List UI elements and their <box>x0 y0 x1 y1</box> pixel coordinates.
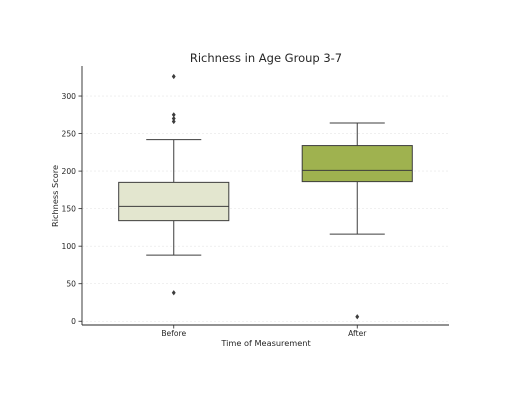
outlier-point <box>171 290 176 296</box>
y-tick-label: 200 <box>62 167 77 176</box>
plot-layer <box>118 73 413 320</box>
y-tick-label: 250 <box>62 129 77 138</box>
iqr-box <box>118 181 230 222</box>
y-tick-label: 0 <box>71 317 76 326</box>
y-tick-label: 100 <box>62 242 77 251</box>
x-tick-label: Before <box>161 329 186 338</box>
outlier-point <box>171 73 176 80</box>
x-tick-label: After <box>348 329 367 338</box>
y-tick-label: 50 <box>66 280 76 289</box>
x-axis-label: Time of Measurement <box>220 338 311 348</box>
box-group-before <box>118 73 230 296</box>
y-axis-label: Richness Score <box>50 165 60 227</box>
outlier-point <box>171 115 176 122</box>
iqr-box <box>301 145 413 183</box>
chart-title: Richness in Age Group 3-7 <box>190 51 342 65</box>
y-tick-label: 150 <box>62 204 77 213</box>
outlier-point <box>355 314 360 320</box>
outlier-point <box>171 112 176 118</box>
axis-layer: 0 50 100 150 200 250 300 Before After <box>62 66 449 338</box>
y-tick-label: 300 <box>62 92 77 101</box>
outlier-point <box>171 118 176 125</box>
box-group-after <box>301 122 413 320</box>
